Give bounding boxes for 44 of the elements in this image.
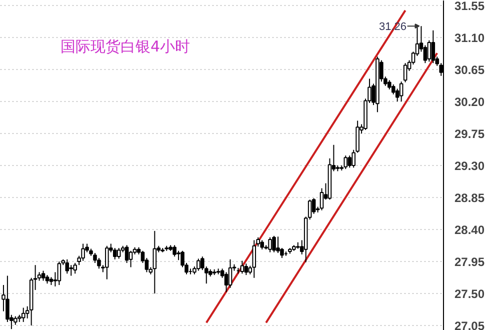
candlestick [320,188,324,211]
candlestick [252,240,256,278]
y-tick-label: 31.10 [454,30,485,45]
candlestick [128,250,133,268]
candlestick [399,81,404,102]
candlestick [228,258,232,288]
candlestick [196,258,200,272]
y-tick-label: 27.50 [454,287,485,302]
candlestick [423,44,428,64]
candlestick [344,155,348,170]
candlestick [268,236,272,253]
text: 国际现货白银4小时 [60,38,190,56]
candlestick [57,261,62,286]
candlestick [69,264,74,276]
candlestick [65,258,70,274]
y-tick-label: 27.95 [454,255,485,270]
y-tick-label: 28.85 [454,191,485,206]
candlestick [73,262,77,274]
candlestick [21,307,26,322]
candlestick [124,244,129,264]
candlestick [41,270,46,282]
candlestick [403,62,408,83]
candlestick [272,235,276,253]
candlestick [244,263,248,276]
candlestick [240,260,244,274]
candlestick [224,272,228,293]
candlestick [348,155,352,168]
candlestick [152,230,157,294]
y-tick-label: 31.55 [454,0,485,13]
y-tick-label: 30.20 [454,94,485,109]
candlestick [81,243,85,262]
y-tick-label: 29.75 [454,126,485,141]
candlestick [105,245,109,280]
candlestick [260,240,264,250]
y-tick-label: 30.65 [454,62,485,77]
candlestick [116,248,121,260]
candlestick [427,40,432,62]
y-tick-label: 29.30 [454,159,485,173]
candlestick [97,257,101,270]
candlestick [112,248,117,260]
y-tick-label: 28.40 [454,223,485,238]
candlestick [431,30,436,64]
y-tick-label: 27.05 [454,319,485,330]
candlestick [172,244,176,258]
